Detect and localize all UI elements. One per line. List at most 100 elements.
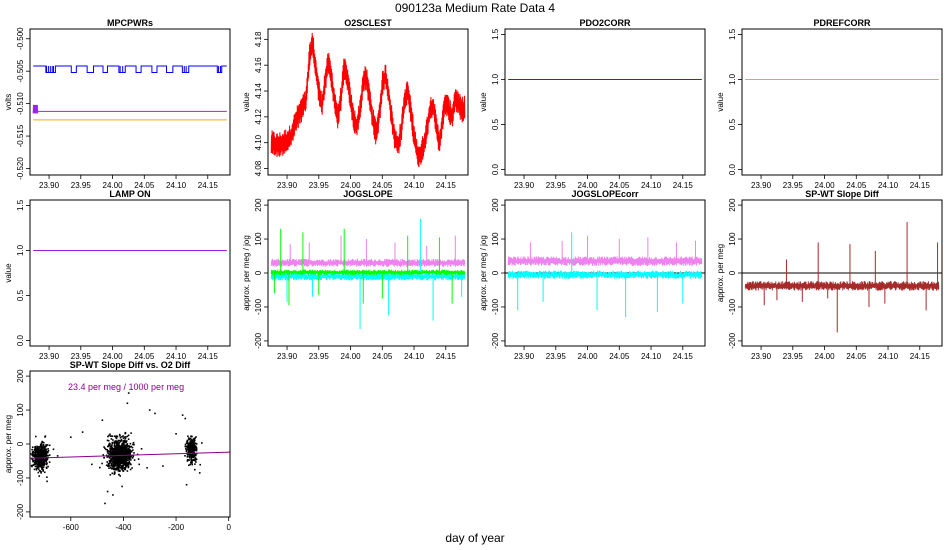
scatter-point: [122, 437, 125, 440]
scatter-point: [105, 454, 108, 457]
chart-mpcpwrs: MPCPWRs volts 23.90 23.95 24.00 24.05 24.10 24.…: [4, 18, 231, 190]
y-tick-label: 1.5: [491, 28, 500, 40]
scatter-point: [105, 464, 108, 467]
scatter-point: [185, 442, 188, 444]
scatter-point: [124, 447, 126, 450]
plot-area-spwt: [742, 222, 942, 333]
scatter-point: [45, 444, 47, 446]
scatter-point: [42, 459, 44, 461]
scatter-point: [126, 451, 128, 453]
scatter-point: [109, 447, 111, 449]
x-tick-label: 24.05: [372, 352, 393, 361]
scatter-point: [108, 459, 111, 462]
scatter-point: [192, 454, 195, 457]
x-tick-label: 24.05: [609, 352, 630, 361]
scatter-point: [31, 448, 33, 451]
scatter-point: [40, 465, 43, 468]
scatter-point: [118, 448, 120, 450]
scatter-point: [129, 468, 132, 471]
scatter-point: [189, 454, 192, 457]
scatter-point: [108, 462, 111, 465]
scatter-point: [124, 466, 127, 469]
scatter-point: [192, 446, 194, 449]
scatter-point: [118, 442, 121, 444]
series-violet: [507, 256, 703, 266]
chart-title: PDO2CORR: [579, 18, 631, 28]
scatter-point: [113, 442, 116, 445]
scatter-point: [192, 456, 195, 458]
x-tick-label: 23.95: [783, 181, 804, 190]
scatter-point: [125, 464, 128, 466]
scatter-point: [113, 435, 116, 438]
scatter-point: [44, 436, 46, 438]
scatter-point: [184, 443, 187, 446]
y-tick-label: 1.0: [16, 244, 25, 256]
scatter-point: [127, 392, 130, 394]
scatter-point: [42, 469, 44, 471]
scatter-point: [30, 453, 32, 455]
scatter-point: [113, 441, 115, 443]
x-tick-label: 23.95: [546, 352, 567, 361]
x-tick-label: 24.15: [198, 352, 219, 361]
scatter-point: [113, 465, 116, 467]
scatter-point: [129, 442, 132, 445]
scatter-point: [35, 447, 37, 449]
scatter-point: [125, 460, 127, 463]
x-tick-label: 23.90: [39, 181, 60, 190]
chart-title: JOGSLOPEcorr: [571, 189, 639, 199]
scatter-point: [110, 452, 113, 455]
scatter-point: [40, 458, 43, 460]
scatter-point: [42, 466, 44, 469]
y-tick-label: -0.505: [16, 59, 25, 82]
x-tick-label: 23.95: [309, 181, 330, 190]
y-tick-label: 0: [491, 270, 500, 275]
scatter-point: [42, 470, 44, 472]
y-tick-label: 1.0: [491, 73, 500, 85]
scatter-point: [107, 435, 109, 438]
scatter-point: [38, 446, 41, 448]
scatter-point: [130, 451, 133, 453]
y-axis-label: value: [716, 92, 725, 112]
scatter-point: [189, 443, 191, 446]
x-tick-label: 24.15: [198, 181, 219, 190]
x-tick-label: 24.00: [578, 352, 599, 361]
scatter-point: [124, 463, 126, 466]
plot-frame: [29, 28, 231, 176]
scatter-point: [128, 461, 131, 463]
y-tick-label: 100: [728, 232, 737, 246]
x-tick-label: -600: [63, 523, 80, 532]
y-tick-label: 200: [254, 198, 263, 212]
scatter-point: [38, 448, 41, 450]
scatter-point: [186, 439, 189, 442]
scatter-point: [126, 402, 129, 405]
y-tick-label: 1.5: [728, 28, 737, 40]
scatter-point: [129, 456, 132, 458]
scatter-point: [43, 447, 45, 449]
scatter-point: [130, 445, 133, 448]
scatter-point: [35, 469, 38, 471]
scatter-point: [35, 460, 37, 463]
y-axis-label: value: [4, 263, 13, 283]
scatter-point: [112, 465, 114, 467]
scatter-point: [125, 436, 127, 438]
scatter-point: [127, 457, 129, 459]
scatter-point: [199, 463, 201, 466]
scatter-point: [175, 433, 177, 435]
scatter-point: [113, 449, 115, 452]
scatter-point: [116, 457, 119, 460]
scatter-point: [110, 467, 113, 470]
scatter-point: [194, 468, 196, 471]
scatter-point: [43, 455, 46, 457]
scatter-point: [191, 455, 193, 457]
x-tick-label: -400: [115, 523, 132, 532]
scatter-point: [113, 444, 116, 447]
scatter-point: [124, 439, 126, 441]
scatter-point: [43, 461, 45, 464]
scatter-point: [190, 460, 193, 463]
scatter-point: [117, 463, 119, 465]
scatter-point: [45, 454, 48, 456]
scatter-point: [112, 450, 114, 453]
scatter-point: [190, 435, 192, 437]
chart-pdo2corr: PDO2CORR value 23.90 23.95 24.00 24.05 24.10 24…: [479, 18, 706, 190]
scatter-point: [115, 436, 117, 439]
